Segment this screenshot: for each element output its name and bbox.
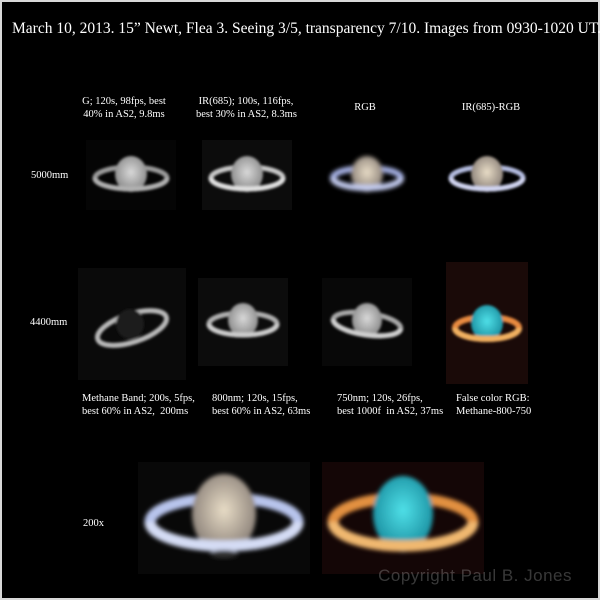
page-title: March 10, 2013. 15” Newt, Flea 3. Seeing… (12, 20, 600, 37)
copyright-watermark: Copyright Paul B. Jones (378, 566, 572, 585)
saturn-image-ir685-5000mm (202, 140, 292, 210)
saturn-image-g-5000mm (86, 140, 176, 210)
saturn-image-rgb-200x (138, 462, 310, 574)
column-caption-g: G; 120s, 98fps, best 40% in AS2, 9.8ms (82, 96, 166, 120)
saturn-image-rgb-5000mm (322, 140, 412, 210)
caption-800nm: 800nm; 120s, 15fps, best 60% in AS2, 63m… (212, 393, 311, 417)
column-caption-rgb: RGB (354, 102, 376, 113)
row-label-200x: 200x (83, 518, 104, 529)
saturn-image-false-color-200x (322, 462, 484, 574)
row-label-5000mm: 5000mm (31, 170, 69, 181)
saturn-image-750nm-4400mm (322, 278, 412, 366)
caption-methane-band: Methane Band; 200s, 5fps, best 60% in AS… (82, 393, 195, 417)
saturn-image-ir-rgb-5000mm (442, 140, 532, 210)
saturn-image-methane-4400mm (78, 268, 186, 380)
column-caption-ir-rgb: IR(685)-RGB (461, 102, 521, 113)
saturn-image-800nm-4400mm (198, 278, 288, 366)
column-caption-ir685: IR(685); 100s, 116fps, best 30% in AS2, … (196, 96, 297, 120)
caption-false-color: False color RGB: Methane-800-750 (456, 393, 532, 417)
caption-750nm: 750nm; 120s, 26fps, best 1000f in AS2, 3… (337, 393, 444, 417)
saturn-image-false-color-4400mm (446, 262, 528, 384)
row-label-4400mm: 4400mm (30, 317, 68, 328)
